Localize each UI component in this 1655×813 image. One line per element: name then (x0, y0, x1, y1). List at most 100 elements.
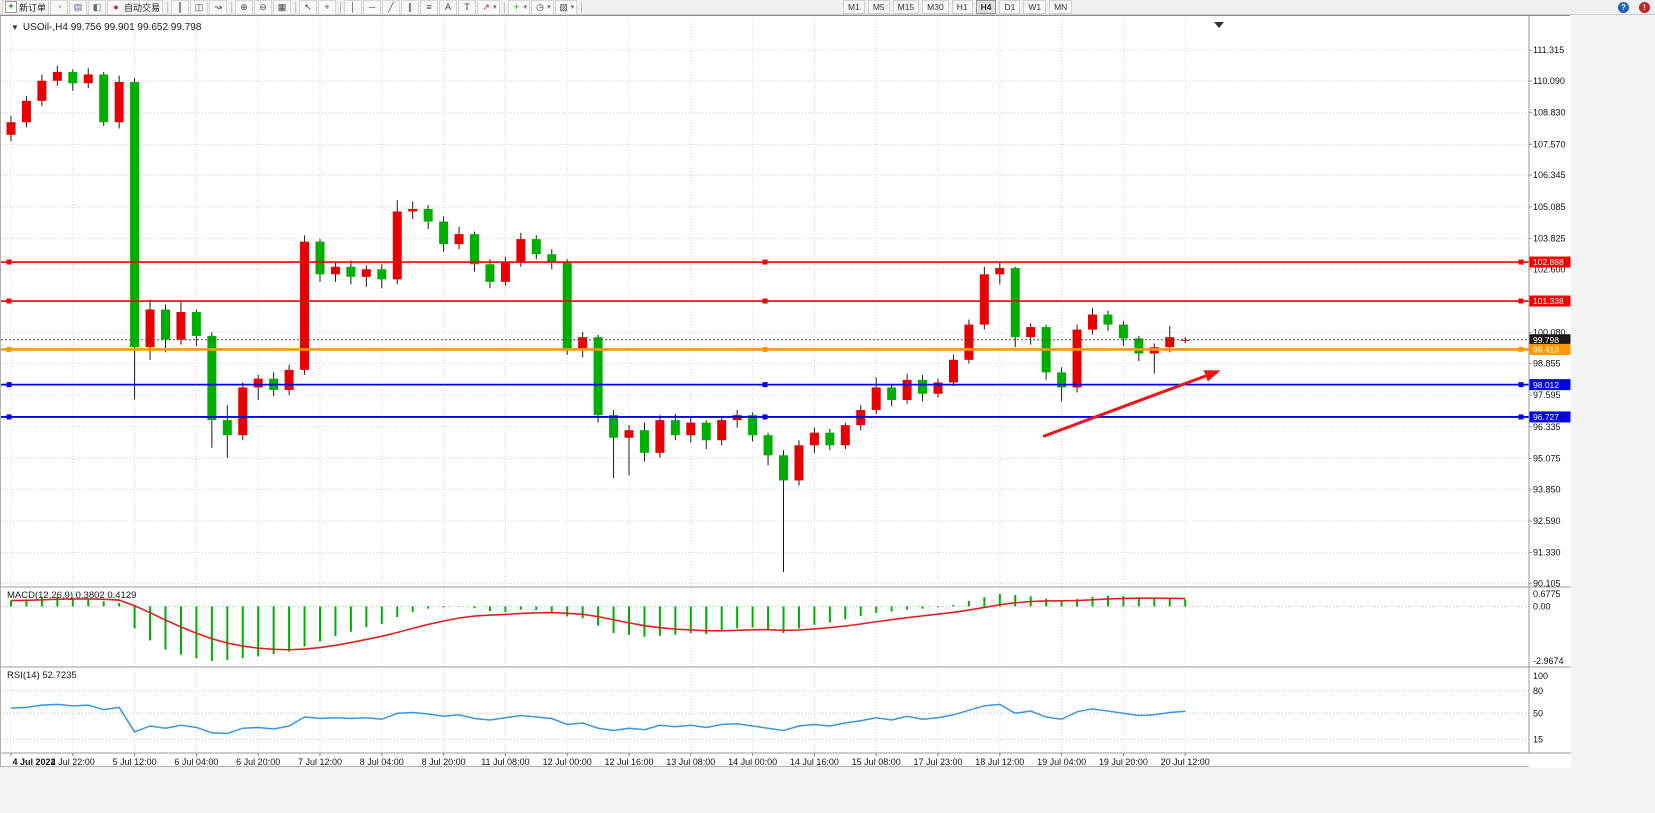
timeframe-d1-button[interactable]: D1 (999, 0, 1021, 14)
horizontal-line-button[interactable]: ─ (363, 0, 382, 15)
candle-down (670, 420, 680, 436)
text-label-icon: T (464, 2, 470, 12)
price-flag (1529, 256, 1571, 268)
tile-windows-button[interactable]: ▦ (273, 0, 292, 15)
periods-button[interactable]: ◷ ▾ (531, 0, 554, 15)
arrows-button[interactable]: ↗ ▾ (477, 0, 500, 15)
market-watch-button[interactable]: ◔ (50, 0, 69, 15)
vertical-line-button[interactable]: │ (344, 0, 363, 15)
candle-down (639, 430, 649, 453)
toolbar-left-group: + 新订单 ◔ ▤ ◧ ● 自动交易 ║ ◫ ↝ ⊕ ⊖ ▦ ↖ + │ ─ ╱ ∥ ≡ A T ↗ ▾ + ▾ ◷ ▾ ▨ ▾ (2, 0, 585, 15)
line-handle[interactable] (762, 298, 768, 304)
zoom-in-button[interactable]: ⊕ (235, 0, 254, 15)
text-label-button[interactable]: T (458, 0, 477, 15)
candle-up (686, 422, 696, 436)
timeframe-m15-button[interactable]: M15 (892, 0, 920, 14)
timeframe-m5-button[interactable]: M5 (867, 0, 890, 14)
time-axis-label: 13 Jul 08:00 (666, 757, 715, 767)
data-window-button[interactable]: ▤ (69, 0, 88, 15)
candle-down (748, 415, 758, 436)
line-handle[interactable] (6, 346, 12, 352)
indicators-button[interactable]: + ▾ (507, 0, 531, 15)
line-handle[interactable] (762, 259, 768, 265)
candle-up (1026, 327, 1036, 338)
chevron-down-icon: ▾ (493, 4, 497, 11)
candle-up (1165, 337, 1175, 348)
candle-down (1010, 268, 1020, 338)
trend-arrow-head[interactable] (1203, 370, 1221, 382)
help-icon[interactable]: ? (1618, 1, 1629, 13)
timeframe-h1-button[interactable]: H1 (951, 0, 973, 14)
zoom-out-button[interactable]: ⊖ (254, 0, 273, 15)
templates-button[interactable]: ▨ ▾ (554, 0, 578, 15)
timeframe-m1-button[interactable]: M1 (843, 0, 865, 14)
line-handle[interactable] (762, 414, 768, 420)
price-axis-label: 102.600 (1533, 264, 1566, 274)
fibonacci-button[interactable]: ≡ (420, 0, 439, 15)
line-handle[interactable] (6, 382, 12, 388)
candle-down (439, 221, 449, 245)
chart-canvas[interactable]: 111.315 110.090 108.830 107.570 106.345 105.0… (1, 16, 1571, 768)
periods-icon: ◷ (536, 2, 544, 12)
price-axis-label: 92.590 (1533, 516, 1561, 526)
candle-up (361, 269, 371, 277)
timeframe-w1-button[interactable]: W1 (1023, 0, 1047, 14)
data-window-icon: ▤ (73, 2, 83, 12)
navigator-button[interactable]: ◧ (88, 0, 107, 15)
new-order-button[interactable]: + 新订单 (2, 0, 50, 15)
timeframe-mn-button[interactable]: MN (1049, 0, 1073, 14)
text-button[interactable]: A (439, 0, 458, 15)
price-axis-label: 110.090 (1533, 76, 1565, 86)
line-handle[interactable] (6, 414, 12, 420)
price-axis-label: 90.105 (1533, 578, 1561, 588)
candle-up (408, 208, 418, 212)
trendline-icon: ╱ (388, 2, 394, 12)
candle-down (1057, 372, 1067, 388)
candle-up (1072, 329, 1082, 388)
macd-axis-label: 0.6775 (1533, 589, 1561, 599)
line-handle[interactable] (1518, 382, 1524, 388)
timeframe-h4-button[interactable]: H4 (975, 0, 997, 14)
chart-window: 111.315 110.090 108.830 107.570 106.345 105.0… (0, 15, 1571, 768)
line-handle[interactable] (1518, 298, 1524, 304)
line-handle[interactable] (1518, 414, 1524, 420)
line-handle[interactable] (1518, 346, 1524, 352)
macd-indicator-label: MACD(12,26,9) 0.3802 0.4129 (7, 590, 137, 601)
timeframe-group: M1 M5 M15 M30 H1 H4 D1 W1 MN (843, 0, 1075, 14)
crosshair-button[interactable]: + (318, 0, 337, 15)
autotrading-button[interactable]: ● 自动交易 (107, 0, 164, 15)
vertical-line-icon: │ (350, 2, 356, 12)
candlestick-button[interactable]: ◫ (190, 0, 209, 15)
candle-up (238, 387, 248, 436)
alert-icon[interactable]: ! (1639, 1, 1650, 13)
line-handle[interactable] (1518, 259, 1524, 265)
candle-up (114, 81, 124, 123)
candle-up (37, 80, 47, 101)
toolbar-right-group: ?! (1618, 0, 1650, 14)
price-flag-label: 99.413 (1533, 345, 1559, 355)
cursor-button[interactable]: ↖ (299, 0, 318, 15)
chart-menu-icon[interactable]: ▼ (11, 23, 19, 32)
candle-down (377, 269, 387, 280)
trend-arrow[interactable] (1042, 374, 1207, 438)
candle-up (21, 100, 31, 123)
line-handle[interactable] (762, 382, 768, 388)
fibonacci-icon: ≡ (426, 2, 432, 12)
time-axis-label: 15 Jul 08:00 (852, 757, 901, 767)
line-chart-button[interactable]: ↝ (209, 0, 228, 15)
candle-down (562, 261, 572, 349)
equidistant-channel-button[interactable]: ∥ (401, 0, 420, 15)
line-handle[interactable] (6, 298, 12, 304)
line-handle[interactable] (6, 259, 12, 265)
text-icon: A (445, 2, 452, 12)
timeframe-m30-button[interactable]: M30 (922, 0, 949, 14)
bar-chart-button[interactable]: ║ (171, 0, 190, 15)
chart-shift-marker[interactable] (1214, 22, 1224, 28)
line-handle[interactable] (762, 346, 768, 352)
chart-title-text: USOil-,H4 99.756 99.901 99.652 99.798 (22, 22, 202, 33)
price-axis[interactable] (1529, 16, 1571, 768)
trendline-button[interactable]: ╱ (382, 0, 401, 15)
price-flag-label: 96.727 (1533, 412, 1559, 422)
time-axis-label: 6 Jul 20:00 (236, 757, 280, 767)
candle-up (964, 324, 974, 360)
